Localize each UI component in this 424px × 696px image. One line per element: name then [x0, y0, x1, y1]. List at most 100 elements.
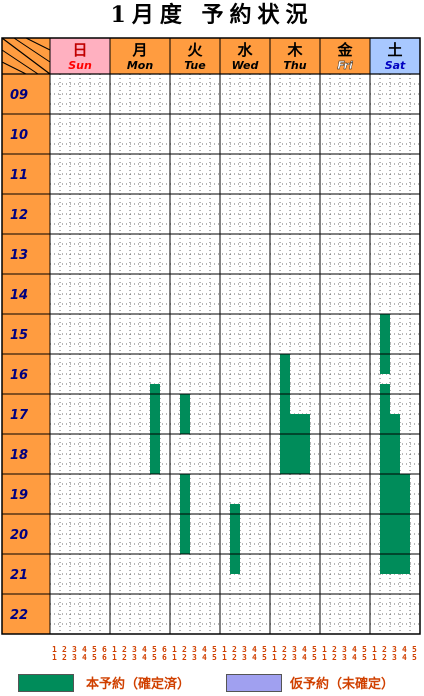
- booking-block[interactable]: [380, 314, 390, 374]
- tentative-legend-label: 仮予約（未確定）: [290, 677, 395, 692]
- hour-cell-14: 14: [2, 274, 50, 314]
- room-number-label: 5: [92, 645, 97, 654]
- hour-label: 20: [10, 528, 28, 543]
- room-number-label: 4: [302, 653, 307, 662]
- hour-label: 17: [10, 408, 29, 423]
- day-kanji: 月: [131, 41, 147, 59]
- room-number-label: 2: [62, 645, 67, 654]
- room-number-label: 5: [212, 653, 217, 662]
- booking-block[interactable]: [390, 414, 400, 574]
- room-number-label: 3: [342, 653, 347, 662]
- day-kanji: 水: [237, 41, 253, 59]
- day-kanji: 火: [187, 41, 203, 59]
- room-number-label: 1: [272, 645, 277, 654]
- room-number-label: 5: [92, 653, 97, 662]
- room-number-label: 4: [352, 653, 357, 662]
- booking-block[interactable]: [300, 414, 310, 474]
- booking-block[interactable]: [150, 384, 160, 474]
- reservation-grid: 日 Sun 月 Mon 火 Tue 水 Wed 木 Thu 金 Fri 土 Sat 09 10 11 12 13 14…: [1, 37, 421, 635]
- room-number-label: 2: [232, 645, 237, 654]
- room-number-label: 3: [392, 645, 397, 654]
- day-english: Mon: [127, 59, 154, 72]
- hour-label: 10: [10, 128, 28, 143]
- room-number-label: 3: [192, 645, 197, 654]
- booking-block[interactable]: [400, 474, 410, 574]
- room-number-label: 4: [82, 653, 87, 662]
- hour-label: 19: [10, 488, 28, 503]
- room-number-label: 3: [242, 653, 247, 662]
- tentative-legend-swatch: [226, 674, 282, 692]
- room-number-label: 2: [62, 653, 67, 662]
- room-number-label: 5: [362, 645, 367, 654]
- hour-label: 16: [10, 368, 28, 383]
- hour-cell-15: 15: [2, 314, 50, 354]
- legend: 本予約（確定済） 仮予約（未確定）: [0, 670, 424, 696]
- grid-svg: 日Sun月Mon火Tue水Wed木Thu金Fri土Sat091011121314…: [1, 37, 421, 635]
- room-number-label: 5: [312, 653, 317, 662]
- hour-label: 22: [10, 608, 28, 623]
- room-number-label: 4: [302, 645, 307, 654]
- room-number-label: 5: [362, 653, 367, 662]
- room-number-label: 2: [122, 645, 127, 654]
- room-number-label: 4: [252, 645, 257, 654]
- room-number-label: 1: [372, 653, 377, 662]
- room-number-label: 1: [322, 653, 327, 662]
- room-number-label: 1: [372, 645, 377, 654]
- room-number-label: 6: [102, 653, 107, 662]
- confirmed-legend-swatch: [18, 674, 74, 692]
- room-number-label: 2: [182, 653, 187, 662]
- confirmed-legend-label: 本予約（確定済）: [86, 677, 191, 692]
- booking-block[interactable]: [180, 394, 190, 434]
- room-number-label: 1: [172, 645, 177, 654]
- booking-block[interactable]: [290, 414, 300, 474]
- hour-label: 14: [10, 288, 28, 303]
- room-number-label: 5: [262, 653, 267, 662]
- room-number-label: 1: [112, 653, 117, 662]
- room-number-label: 2: [332, 645, 337, 654]
- day-english: Tue: [184, 59, 206, 72]
- room-number-label: 4: [402, 653, 407, 662]
- hour-cell-09: 09: [2, 74, 50, 114]
- booking-block[interactable]: [230, 504, 240, 574]
- room-number-label: 1: [272, 653, 277, 662]
- room-number-label: 3: [132, 645, 137, 654]
- room-number-label: 2: [232, 653, 237, 662]
- hour-label: 15: [10, 328, 28, 343]
- room-number-label: 1: [222, 645, 227, 654]
- room-number-label: 5: [412, 653, 417, 662]
- hour-cell-16: 16: [2, 354, 50, 394]
- booking-block[interactable]: [280, 354, 290, 414]
- hour-label: 13: [10, 248, 28, 263]
- room-number-label: 3: [132, 653, 137, 662]
- hour-label: 21: [10, 568, 28, 583]
- room-number-label: 1: [222, 653, 227, 662]
- room-number-label: 1: [322, 645, 327, 654]
- room-number-label: 2: [122, 653, 127, 662]
- booking-block[interactable]: [380, 384, 390, 574]
- room-number-label: 3: [292, 653, 297, 662]
- day-english: Fri: [337, 59, 353, 72]
- room-number-label: 6: [162, 645, 167, 654]
- hour-cell-21: 21: [2, 554, 50, 594]
- day-english: Thu: [283, 59, 306, 72]
- room-number-label: 5: [312, 645, 317, 654]
- room-number-label: 1: [172, 653, 177, 662]
- room-number-label: 2: [332, 653, 337, 662]
- hour-cell-13: 13: [2, 234, 50, 274]
- day-kanji: 土: [387, 41, 402, 59]
- room-number-label: 1: [52, 645, 57, 654]
- room-number-label: 3: [292, 645, 297, 654]
- room-number-label: 5: [152, 653, 157, 662]
- room-number-label: 3: [72, 645, 77, 654]
- room-number-label: 2: [382, 653, 387, 662]
- room-number-label: 4: [202, 645, 207, 654]
- hour-cell-18: 18: [2, 434, 50, 474]
- hour-label: 09: [10, 88, 28, 103]
- booking-block[interactable]: [280, 414, 290, 474]
- hour-cell-17: 17: [2, 394, 50, 434]
